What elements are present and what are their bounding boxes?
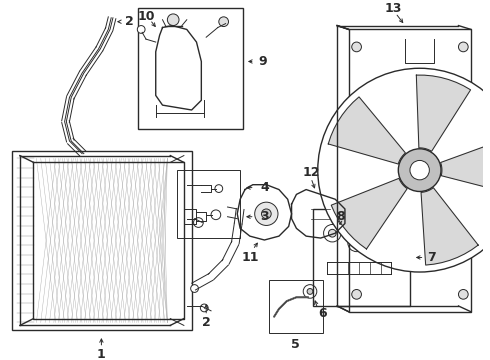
Bar <box>12 151 192 330</box>
Circle shape <box>353 239 361 247</box>
Text: 12: 12 <box>302 166 320 179</box>
Circle shape <box>307 288 313 294</box>
Circle shape <box>211 210 220 220</box>
Circle shape <box>303 285 317 298</box>
Circle shape <box>348 234 366 252</box>
Text: 3: 3 <box>260 210 269 223</box>
Circle shape <box>194 218 203 228</box>
Text: 6: 6 <box>318 307 327 320</box>
Circle shape <box>352 42 362 52</box>
Text: 1: 1 <box>97 348 106 360</box>
Bar <box>177 170 240 238</box>
Polygon shape <box>416 75 470 151</box>
Text: 9: 9 <box>258 55 267 68</box>
Circle shape <box>200 304 208 312</box>
Circle shape <box>410 161 429 180</box>
Circle shape <box>352 289 362 299</box>
Text: 11: 11 <box>241 251 259 264</box>
Polygon shape <box>331 178 407 249</box>
Text: 13: 13 <box>385 1 402 15</box>
Circle shape <box>459 289 468 299</box>
Text: 2: 2 <box>125 15 134 28</box>
Text: 7: 7 <box>427 251 436 264</box>
Circle shape <box>323 225 341 242</box>
Text: 10: 10 <box>137 10 155 23</box>
Bar <box>270 280 322 333</box>
Circle shape <box>262 209 271 219</box>
Text: 5: 5 <box>291 338 300 351</box>
Polygon shape <box>441 138 490 194</box>
Bar <box>349 30 471 312</box>
Circle shape <box>215 185 222 193</box>
Text: 8: 8 <box>336 210 344 223</box>
Circle shape <box>398 149 441 192</box>
Circle shape <box>137 26 145 33</box>
Circle shape <box>191 285 198 292</box>
Text: 4: 4 <box>260 181 269 194</box>
Text: 2: 2 <box>202 316 211 329</box>
Bar <box>138 8 243 129</box>
Circle shape <box>328 229 336 237</box>
Circle shape <box>318 68 490 272</box>
Polygon shape <box>421 188 478 265</box>
Circle shape <box>459 42 468 52</box>
Circle shape <box>219 17 228 27</box>
Circle shape <box>255 202 278 225</box>
Polygon shape <box>328 97 405 164</box>
Bar <box>313 209 410 306</box>
Circle shape <box>168 14 179 26</box>
